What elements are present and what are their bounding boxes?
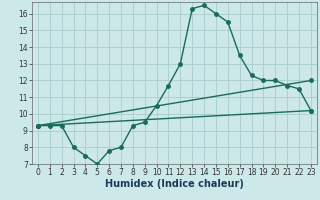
X-axis label: Humidex (Indice chaleur): Humidex (Indice chaleur): [105, 179, 244, 189]
